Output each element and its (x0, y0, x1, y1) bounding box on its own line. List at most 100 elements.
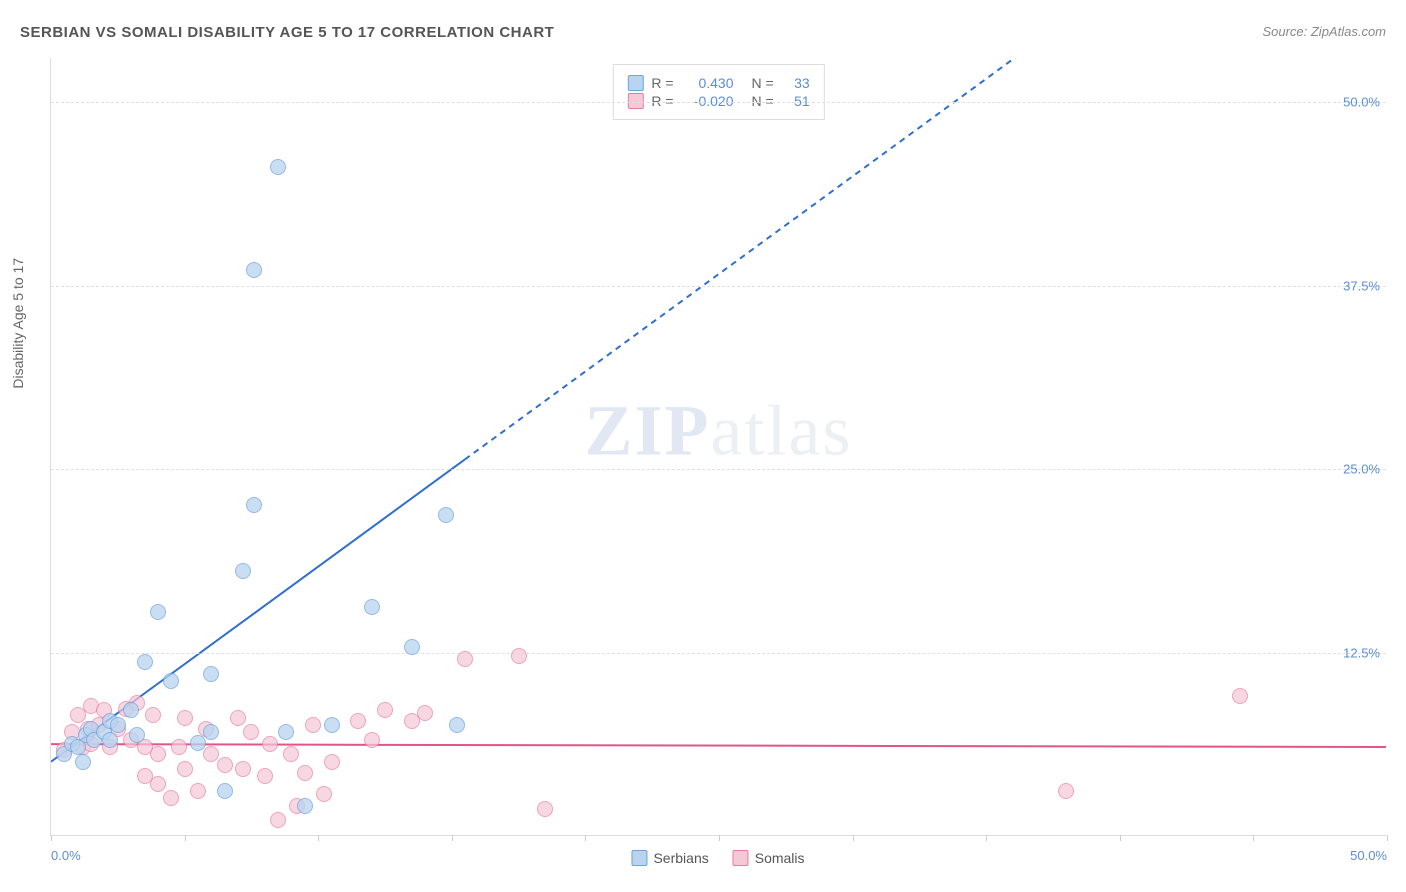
legend-swatch (631, 850, 647, 866)
legend-n-label: N = (752, 93, 774, 109)
gridline (51, 653, 1386, 654)
data-point (246, 262, 262, 278)
data-point (150, 776, 166, 792)
series-name: Serbians (653, 850, 708, 866)
series-legend-item: Serbians (631, 850, 708, 866)
data-point (324, 754, 340, 770)
data-point (217, 783, 233, 799)
data-point (305, 717, 321, 733)
data-point (270, 812, 286, 828)
x-tick (1120, 835, 1121, 841)
data-point (235, 761, 251, 777)
series-name: Somalis (755, 850, 805, 866)
data-point (377, 702, 393, 718)
x-tick (986, 835, 987, 841)
data-point (324, 717, 340, 733)
x-tick (51, 835, 52, 841)
data-point (438, 507, 454, 523)
data-point (537, 801, 553, 817)
data-point (262, 736, 278, 752)
legend-row: R = 0.430 N = 33 (627, 75, 809, 91)
data-point (417, 705, 433, 721)
trend-lines (51, 58, 1386, 835)
y-axis-label: Disability Age 5 to 17 (10, 258, 26, 389)
series-legend: Serbians Somalis (631, 850, 804, 866)
data-point (217, 757, 233, 773)
data-point (246, 497, 262, 513)
chart-title: SERBIAN VS SOMALI DISABILITY AGE 5 TO 17… (20, 24, 554, 41)
trend-line-solid (51, 744, 1386, 747)
legend-r-label: R = (651, 93, 673, 109)
source-label: Source: ZipAtlas.com (1262, 24, 1386, 39)
data-point (1232, 688, 1248, 704)
trend-line-dashed (465, 58, 1386, 459)
data-point (129, 727, 145, 743)
data-point (150, 604, 166, 620)
y-tick-label: 12.5% (1343, 645, 1380, 660)
legend-r-value: 0.430 (682, 75, 734, 91)
x-tick (719, 835, 720, 841)
legend-r-value: -0.020 (682, 93, 734, 109)
y-tick-label: 37.5% (1343, 278, 1380, 293)
data-point (163, 790, 179, 806)
data-point (150, 746, 166, 762)
data-point (243, 724, 259, 740)
data-point (123, 702, 139, 718)
gridline (51, 102, 1386, 103)
x-tick (452, 835, 453, 841)
legend-n-label: N = (752, 75, 774, 91)
data-point (203, 724, 219, 740)
x-tick (585, 835, 586, 841)
data-point (449, 717, 465, 733)
data-point (297, 765, 313, 781)
data-point (230, 710, 246, 726)
data-point (350, 713, 366, 729)
data-point (257, 768, 273, 784)
y-tick-label: 25.0% (1343, 462, 1380, 477)
y-tick-label: 50.0% (1343, 95, 1380, 110)
legend-n-value: 51 (782, 93, 810, 109)
legend-swatch (627, 93, 643, 109)
plot-area: ZIPatlas R = 0.430 N = 33 R = -0.020 N = 51 12.… (50, 58, 1386, 836)
x-tick (853, 835, 854, 841)
data-point (137, 654, 153, 670)
data-point (203, 666, 219, 682)
data-point (75, 754, 91, 770)
data-point (102, 732, 118, 748)
legend-row: R = -0.020 N = 51 (627, 93, 809, 109)
data-point (235, 563, 251, 579)
data-point (457, 651, 473, 667)
data-point (163, 673, 179, 689)
data-point (177, 710, 193, 726)
data-point (110, 717, 126, 733)
data-point (171, 739, 187, 755)
data-point (364, 599, 380, 615)
x-tick (1387, 835, 1388, 841)
x-tick (185, 835, 186, 841)
data-point (145, 707, 161, 723)
data-point (278, 724, 294, 740)
gridline (51, 286, 1386, 287)
x-tick (318, 835, 319, 841)
data-point (283, 746, 299, 762)
data-point (364, 732, 380, 748)
gridline (51, 469, 1386, 470)
series-legend-item: Somalis (733, 850, 805, 866)
correlation-legend: R = 0.430 N = 33 R = -0.020 N = 51 (612, 64, 824, 120)
legend-swatch (627, 75, 643, 91)
legend-r-label: R = (651, 75, 673, 91)
legend-n-value: 33 (782, 75, 810, 91)
data-point (511, 648, 527, 664)
data-point (270, 159, 286, 175)
data-point (1058, 783, 1074, 799)
x-tick-label: 0.0% (51, 848, 81, 863)
legend-swatch (733, 850, 749, 866)
x-tick (1253, 835, 1254, 841)
data-point (404, 639, 420, 655)
data-point (177, 761, 193, 777)
data-point (297, 798, 313, 814)
x-tick-label: 50.0% (1350, 848, 1387, 863)
data-point (316, 786, 332, 802)
data-point (190, 783, 206, 799)
watermark: ZIPatlas (585, 389, 853, 472)
